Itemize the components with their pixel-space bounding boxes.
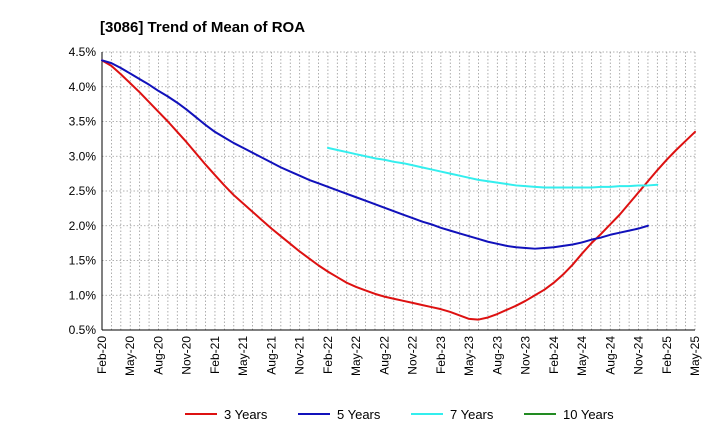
x-tick-label: Feb-20: [95, 336, 109, 374]
legend-label: 5 Years: [337, 407, 381, 422]
x-tick-label: Nov-24: [632, 336, 646, 375]
x-tick-label: Feb-21: [208, 336, 222, 374]
x-tick-label: Aug-23: [490, 336, 504, 375]
x-tick-label: May-20: [123, 336, 137, 376]
x-tick-label: Aug-24: [603, 336, 617, 375]
x-tick-label: Aug-20: [151, 336, 165, 375]
x-tick-label: Nov-22: [406, 336, 420, 375]
x-tick-label: Feb-25: [660, 336, 674, 374]
x-tick-label: Aug-22: [377, 336, 391, 375]
x-tick-label: May-22: [349, 336, 363, 376]
series-line-7-years: [326, 146, 659, 189]
legend-label: 10 Years: [563, 407, 614, 422]
x-tick-label: Feb-24: [547, 336, 561, 374]
y-tick-label: 3.0%: [69, 149, 97, 163]
y-tick-label: 4.5%: [69, 45, 97, 59]
chart-title: [3086] Trend of Mean of ROA: [100, 19, 305, 36]
legend-label: 7 Years: [450, 407, 494, 422]
y-tick-label: 0.5%: [69, 323, 97, 337]
x-tick-label: May-21: [236, 336, 250, 376]
series-line-5-years: [101, 59, 649, 250]
y-tick-label: 2.5%: [69, 184, 97, 198]
y-tick-label: 1.5%: [69, 254, 97, 268]
plot-area: 0.5% 1.0% 1.5% 2.0% 2.5% 3.0% 3.5% 4.0% 4.5% Feb-…: [69, 45, 702, 376]
x-tick-label: Nov-23: [519, 336, 533, 375]
x-tick-label: May-25: [688, 336, 702, 376]
x-tick-label: May-24: [575, 336, 589, 376]
x-tick-label: Nov-20: [180, 336, 194, 375]
y-tick-label: 3.5%: [69, 115, 97, 129]
y-tick-label: 4.0%: [69, 80, 97, 94]
y-tick-label: 1.0%: [69, 288, 97, 302]
legend: 3 Years 5 Years 7 Years 10 Years: [185, 407, 614, 422]
x-tick-label: May-23: [462, 336, 476, 376]
x-tick-label: Feb-23: [434, 336, 448, 374]
y-tick-label: 2.0%: [69, 219, 97, 233]
x-tick-label: Nov-21: [293, 336, 307, 375]
legend-label: 3 Years: [224, 407, 268, 422]
x-tick-label: Aug-21: [264, 336, 278, 375]
x-tick-label: Feb-22: [321, 336, 335, 374]
